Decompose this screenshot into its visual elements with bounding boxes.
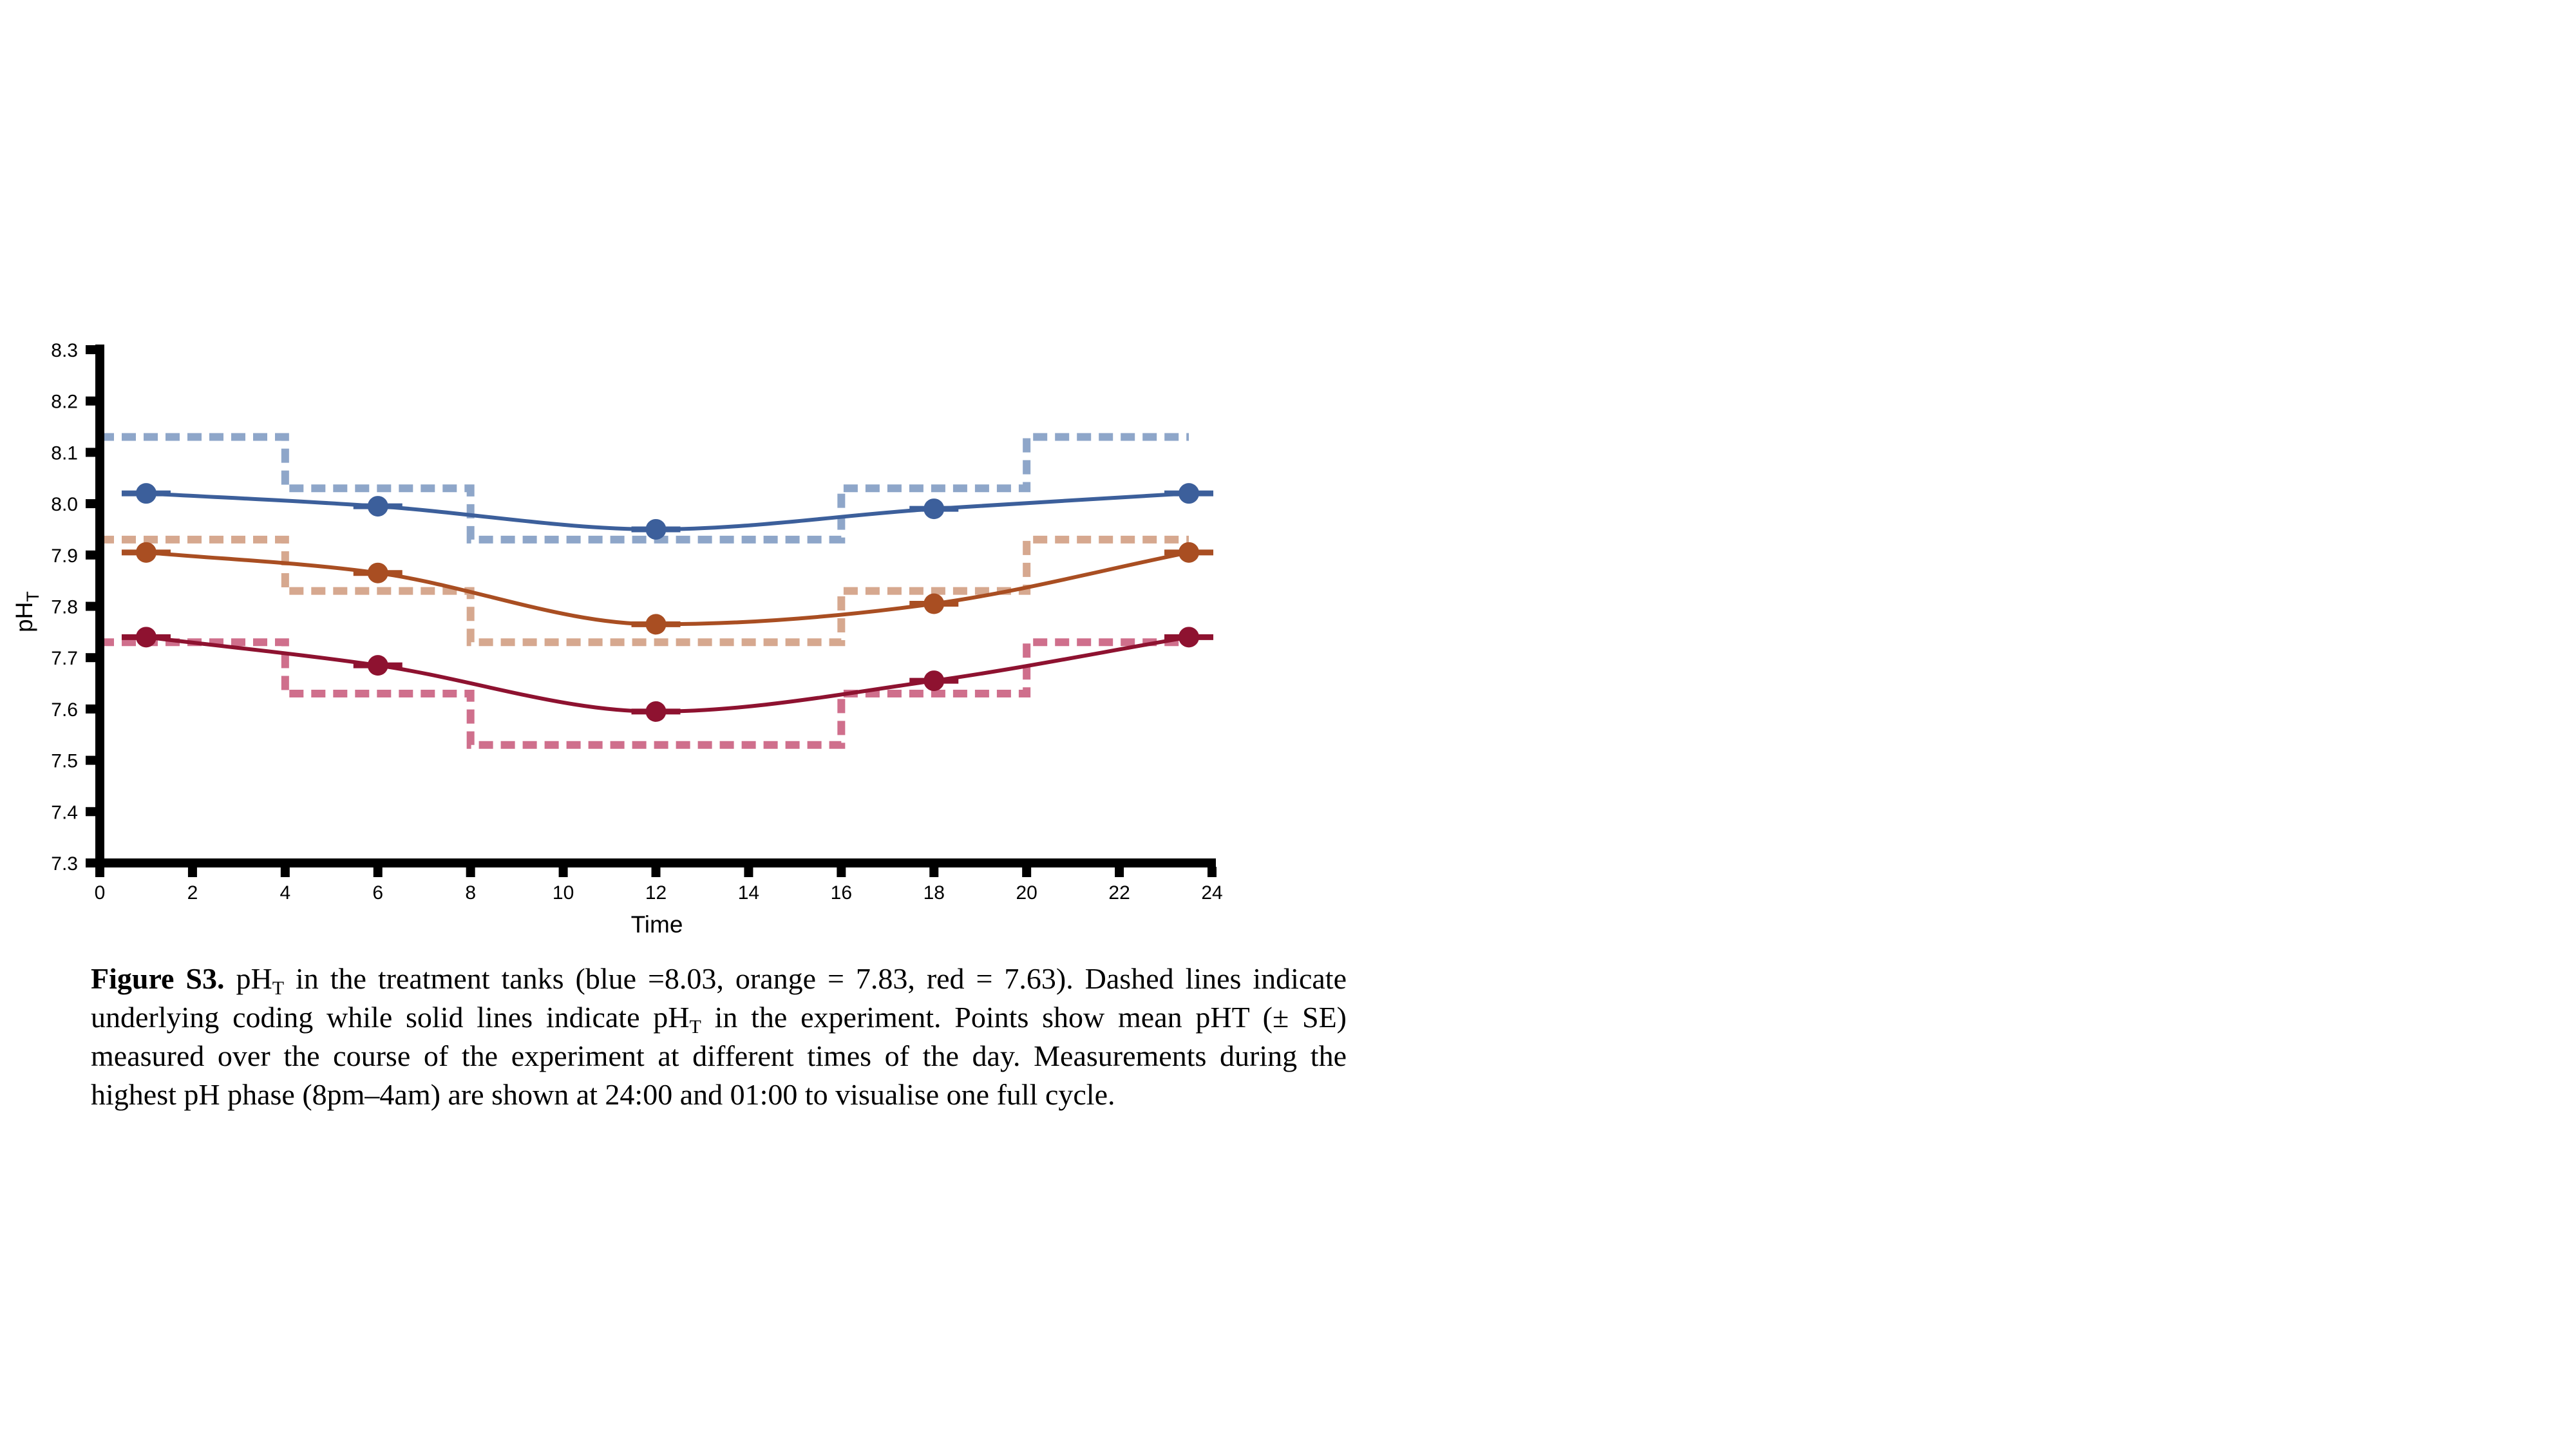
figure-label: Figure S3. bbox=[91, 962, 225, 995]
y-tick-4 bbox=[86, 653, 96, 663]
y-tick-label-0: 7.3 bbox=[51, 853, 78, 875]
caption-ph: pH bbox=[236, 962, 272, 995]
x-tick-12 bbox=[1208, 867, 1217, 877]
data-point-1-4 bbox=[923, 498, 945, 520]
x-tick-1 bbox=[187, 867, 197, 877]
data-point-2-5 bbox=[1179, 542, 1200, 563]
y-tick-1 bbox=[86, 807, 96, 817]
x-tick-label-0: 0 bbox=[95, 882, 106, 904]
x-tick-label-6: 12 bbox=[645, 882, 667, 904]
y-tick-label-1: 7.4 bbox=[51, 802, 78, 823]
coding-line-3 bbox=[100, 638, 1189, 749]
data-point-3-3 bbox=[645, 701, 667, 722]
caption-ph-subscript: T bbox=[272, 978, 285, 999]
x-tick-4 bbox=[466, 867, 475, 877]
y-axis-title-subscript: T bbox=[23, 591, 43, 602]
data-point-2-2 bbox=[367, 562, 388, 583]
y-tick-10 bbox=[86, 345, 96, 354]
x-tick-label-1: 2 bbox=[187, 882, 198, 904]
y-tick-9 bbox=[86, 396, 96, 406]
y-tick-label-9: 8.2 bbox=[51, 392, 78, 413]
series-line-3 bbox=[146, 635, 1189, 714]
axes: 7.37.47.57.67.77.87.98.08.18.28.30 2 4 6 8 10… bbox=[51, 340, 1222, 904]
y-tick-0 bbox=[86, 858, 96, 867]
y-tick-3 bbox=[86, 704, 96, 714]
coding-line-2 bbox=[100, 535, 1189, 647]
data-point-1-2 bbox=[367, 496, 388, 517]
x-axis-title: Time bbox=[631, 911, 683, 938]
coding-line-1 bbox=[100, 433, 1189, 544]
caption-ph-subscript-2: T bbox=[689, 1016, 701, 1037]
caption-text-2: in the experiment. Points show mean pHT … bbox=[91, 1001, 1347, 1111]
data-point-2-4 bbox=[923, 593, 945, 614]
x-tick-label-2: 4 bbox=[279, 882, 290, 904]
x-tick-5 bbox=[558, 867, 568, 877]
y-tick-8 bbox=[86, 448, 96, 457]
data-point-3-1 bbox=[135, 627, 156, 648]
y-tick-6 bbox=[86, 550, 96, 560]
x-tick-label-4: 8 bbox=[465, 882, 476, 904]
y-axis-title: pHT bbox=[11, 591, 43, 632]
data-point-2-3 bbox=[645, 614, 667, 635]
x-tick-9 bbox=[929, 867, 939, 877]
coding-lines bbox=[100, 433, 1189, 749]
x-tick-0 bbox=[95, 867, 104, 877]
series-lines bbox=[146, 491, 1189, 714]
data-point-1-3 bbox=[645, 518, 667, 540]
data-point-1-1 bbox=[135, 483, 156, 504]
x-tick-label-12: 24 bbox=[1201, 882, 1222, 904]
y-tick-label-7: 8.0 bbox=[51, 494, 78, 515]
figure-caption: Figure S3. pHT in the treatment tanks (b… bbox=[91, 960, 1347, 1114]
y-tick-label-2: 7.5 bbox=[51, 751, 78, 772]
x-tick-label-7: 14 bbox=[738, 882, 759, 904]
y-tick-label-5: 7.8 bbox=[51, 597, 78, 618]
x-tick-10 bbox=[1022, 867, 1032, 877]
data-point-3-2 bbox=[367, 655, 388, 676]
data-point-3-4 bbox=[923, 670, 945, 692]
data-point-3-5 bbox=[1179, 627, 1200, 648]
y-tick-label-8: 8.1 bbox=[51, 442, 78, 464]
x-tick-label-9: 18 bbox=[923, 882, 945, 904]
data-points bbox=[121, 483, 1214, 722]
caption-text-1: in the treatment tanks (blue =8.03, oran… bbox=[91, 962, 1347, 1034]
data-point-2-1 bbox=[135, 542, 156, 563]
x-tick-8 bbox=[837, 867, 846, 877]
y-tick-label-6: 7.9 bbox=[51, 545, 78, 567]
y-tick-5 bbox=[86, 601, 96, 611]
x-tick-label-11: 22 bbox=[1108, 882, 1130, 904]
x-tick-label-10: 20 bbox=[1016, 882, 1037, 904]
x-tick-6 bbox=[651, 867, 661, 877]
x-tick-label-5: 10 bbox=[553, 882, 574, 904]
y-tick-label-3: 7.6 bbox=[51, 699, 78, 721]
y-tick-label-4: 7.7 bbox=[51, 648, 78, 669]
x-tick-7 bbox=[744, 867, 753, 877]
x-tick-3 bbox=[373, 867, 383, 877]
y-tick-7 bbox=[86, 499, 96, 509]
y-axis-title-base: pH bbox=[11, 602, 37, 632]
series-line-1 bbox=[146, 491, 1189, 531]
caption-ph-2: pH bbox=[653, 1001, 690, 1034]
data-point-1-5 bbox=[1179, 483, 1200, 504]
y-tick-2 bbox=[86, 755, 96, 765]
x-tick-label-3: 6 bbox=[372, 882, 383, 904]
x-tick-11 bbox=[1115, 867, 1124, 877]
x-tick-2 bbox=[280, 867, 290, 877]
x-tick-label-8: 16 bbox=[831, 882, 852, 904]
y-tick-label-10: 8.3 bbox=[51, 340, 78, 361]
